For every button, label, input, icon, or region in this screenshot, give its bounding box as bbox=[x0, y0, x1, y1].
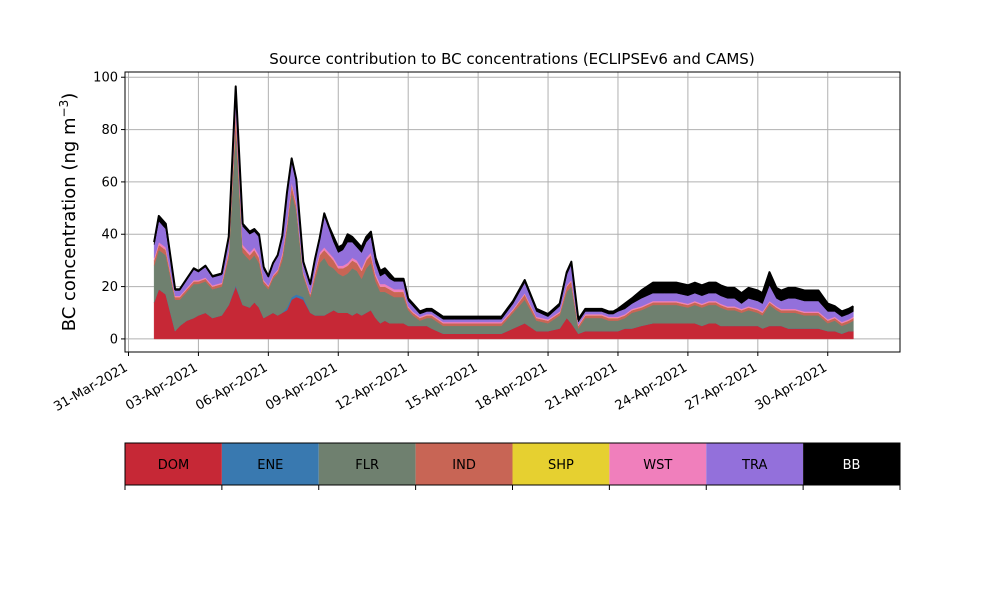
x-tick-label: 31-Mar-2021 bbox=[51, 360, 130, 414]
y-axis-label-main: BC concentration (ng m bbox=[59, 117, 80, 331]
chart-title: Source contribution to BC concentrations… bbox=[269, 50, 754, 68]
legend-label-ene: ENE bbox=[257, 458, 283, 473]
legend-label-dom: DOM bbox=[158, 458, 189, 473]
legend-label-shp: SHP bbox=[548, 458, 574, 473]
x-tick-label: 03-Apr-2021 bbox=[123, 360, 200, 413]
y-tick-label: 100 bbox=[93, 71, 118, 86]
y-tick-label: 20 bbox=[101, 280, 118, 295]
stacked-areas bbox=[153, 86, 854, 340]
plot-frame bbox=[124, 71, 901, 353]
legend-swatch-ind bbox=[415, 443, 513, 485]
y-axis-label-exponent: −3 bbox=[57, 100, 71, 118]
x-tick-label: 09-Apr-2021 bbox=[263, 360, 340, 413]
legend-label-ind: IND bbox=[452, 458, 476, 473]
legend-label-bb: BB bbox=[843, 458, 861, 473]
legend-swatch-shp bbox=[512, 443, 610, 485]
y-tick-label: 60 bbox=[101, 175, 118, 190]
x-tick-label: 27-Apr-2021 bbox=[683, 360, 760, 413]
legend-label-flr: FLR bbox=[355, 458, 379, 473]
x-tick-label: 21-Apr-2021 bbox=[543, 360, 620, 413]
legend-swatch-wst bbox=[609, 443, 707, 485]
legend-swatch-dom bbox=[125, 443, 222, 485]
y-axis-ticks: 0 20 40 60 80 100 bbox=[93, 71, 125, 347]
legend-swatch-bb bbox=[803, 443, 900, 485]
legend: DOM ENE FLR IND SHP WST TRA BB bbox=[124, 442, 901, 490]
x-tick-label: 06-Apr-2021 bbox=[193, 360, 270, 413]
x-tick-label: 15-Apr-2021 bbox=[403, 360, 480, 413]
y-axis-label-suffix: ) bbox=[59, 93, 80, 100]
x-axis-ticks: 31-Mar-202103-Apr-202106-Apr-202109-Apr-… bbox=[51, 352, 830, 415]
total-outline bbox=[153, 85, 854, 321]
y-tick-label: 40 bbox=[101, 228, 118, 243]
y-tick-label: 0 bbox=[110, 332, 118, 347]
y-tick-label: 80 bbox=[101, 123, 118, 138]
x-tick-label: 24-Apr-2021 bbox=[613, 360, 690, 413]
legend-label-tra: TRA bbox=[741, 458, 767, 473]
x-tick-label: 12-Apr-2021 bbox=[333, 360, 410, 413]
legend-swatch-flr bbox=[318, 443, 416, 485]
x-tick-label: 18-Apr-2021 bbox=[473, 360, 550, 413]
x-tick-label: 30-Apr-2021 bbox=[753, 360, 830, 413]
legend-swatch-ene bbox=[221, 443, 319, 485]
legend-swatch-tra bbox=[706, 443, 804, 485]
total-line bbox=[153, 85, 854, 321]
legend-label-wst: WST bbox=[643, 458, 672, 473]
y-axis-label: BC concentration (ng m−3) bbox=[57, 93, 80, 332]
